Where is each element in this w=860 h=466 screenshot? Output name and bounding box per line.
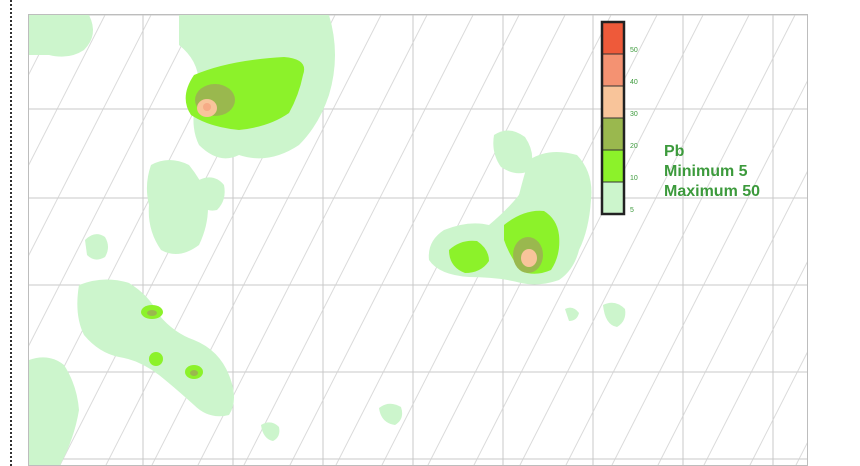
- contour-region-level-5: [85, 234, 108, 260]
- legend-title: Pb: [664, 143, 685, 160]
- legend-swatch-50: [601, 21, 625, 55]
- legend-text-block: Pb Minimum 5 Maximum 50: [664, 142, 760, 202]
- contour-region-level-5: [261, 422, 280, 441]
- diagonal-hatch-line: [749, 351, 807, 465]
- legend-swatch-30: [601, 85, 625, 119]
- map-grid: [29, 15, 807, 465]
- diagonal-hatch-line: [519, 15, 750, 465]
- legend-tick-label: 20: [630, 143, 638, 150]
- contour-region-level-5: [428, 151, 592, 285]
- legend-tick-label: 5: [630, 207, 634, 214]
- diagonal-hatch-line: [197, 15, 428, 465]
- page-left-dotted-border: [10, 0, 12, 466]
- diagonal-hatch-line: [29, 15, 152, 256]
- legend-tick-label: 10: [630, 175, 638, 182]
- contour-areas: [29, 15, 626, 465]
- diagonal-hatch-line: [657, 171, 807, 465]
- contour-map-canvas: [29, 15, 807, 465]
- legend-maximum: Maximum 50: [664, 183, 761, 200]
- contour-region-level-5: [29, 357, 79, 465]
- contour-region-level-5: [197, 177, 225, 211]
- contour-region-level-5: [565, 307, 579, 321]
- contour-region-level-5: [146, 160, 208, 254]
- diagonal-hatch-line: [611, 80, 807, 465]
- diagonal-hatch-line: [565, 15, 796, 465]
- legend-tick-label: 50: [630, 47, 638, 54]
- legend-frame: [600, 20, 626, 216]
- contour-region-level-5: [77, 279, 234, 417]
- diagonal-hatch-line: [473, 15, 704, 465]
- contour-region-level-20: [147, 310, 157, 316]
- contour-region-level-30: [521, 249, 537, 267]
- legend-swatch-10: [601, 149, 625, 183]
- map-diagonal-hatching: [29, 15, 807, 465]
- diagonal-hatch-line: [289, 15, 520, 465]
- legend-swatch-20: [601, 117, 625, 151]
- legend-tick-label: 30: [630, 111, 638, 118]
- contour-region-level-10: [149, 352, 163, 366]
- legend-swatch-40: [601, 53, 625, 87]
- contour-region-level-5: [603, 302, 626, 327]
- legend-tick-label: 40: [630, 79, 638, 86]
- contour-region-level-40: [203, 103, 211, 111]
- diagonal-hatch-line: [29, 15, 198, 347]
- contour-region-level-20: [190, 370, 198, 376]
- diagonal-hatch-line: [243, 15, 474, 465]
- contour-region-level-10: [449, 240, 489, 273]
- contour-region-level-5: [379, 403, 403, 425]
- contour-region-level-5: [29, 15, 93, 57]
- contour-region-level-5: [493, 130, 533, 174]
- contour-region-level-5: [313, 20, 331, 90]
- legend-color-scale: 50 40 30 20 10 5: [600, 20, 638, 216]
- legend-minimum: Minimum 5: [664, 163, 748, 180]
- diagonal-hatch-line: [29, 15, 106, 166]
- contour-map[interactable]: [28, 14, 808, 466]
- diagonal-hatch-line: [703, 261, 807, 465]
- legend-swatch-5: [601, 181, 625, 215]
